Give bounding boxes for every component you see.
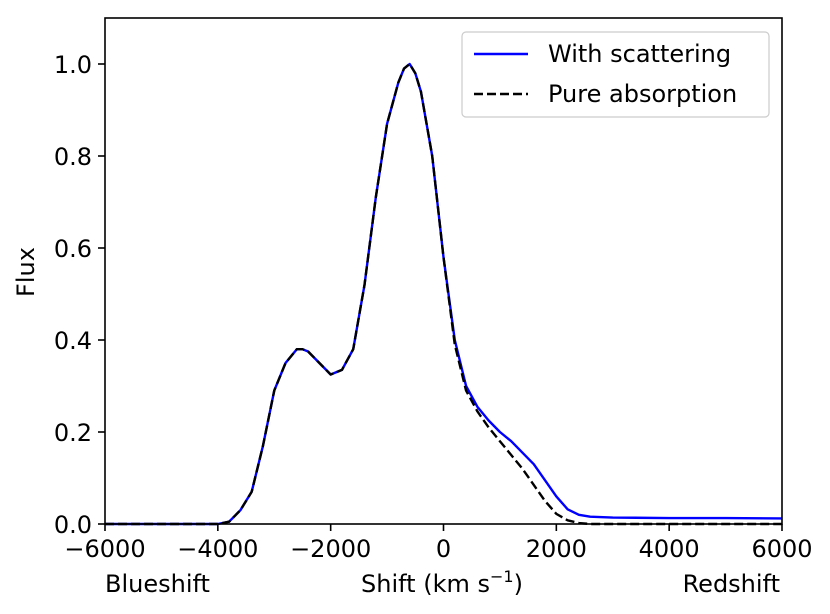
- legend-label-pure-absorption: Pure absorption: [548, 80, 737, 108]
- x-tick-label: −4000: [177, 535, 258, 563]
- x-axis-label-exponent: −1: [490, 567, 514, 586]
- y-axis: 0.0 0.2 0.4 0.6 0.8 1.0: [54, 51, 105, 539]
- y-tick-label: 0.8: [54, 143, 92, 171]
- y-tick-label: 0.0: [54, 511, 92, 539]
- x-axis-label: Shift (km s−1): [361, 567, 523, 598]
- blueshift-annotation: Blueshift: [105, 570, 210, 598]
- legend-box: [461, 31, 770, 118]
- x-axis: −6000 −4000 −2000 0 2000 4000 6000: [64, 524, 813, 563]
- x-tick-label: 4000: [639, 535, 700, 563]
- x-tick-label: −2000: [290, 535, 371, 563]
- plot-lines: [105, 62, 783, 526]
- y-tick-label: 1.0: [54, 51, 92, 79]
- redshift-annotation: Redshift: [683, 570, 780, 598]
- x-tick-label: −6000: [64, 535, 145, 563]
- x-tick-label: 6000: [751, 535, 812, 563]
- x-tick-label: 2000: [526, 535, 587, 563]
- series-line-pure-absorption: [105, 62, 782, 526]
- legend-label-with-scattering: With scattering: [548, 40, 731, 68]
- y-tick-label: 0.4: [54, 327, 92, 355]
- series-line-with-scattering: [105, 62, 783, 526]
- x-axis-label-close: ): [514, 570, 523, 598]
- legend: With scattering Pure absorption: [461, 31, 770, 118]
- y-axis-label: Flux: [12, 247, 40, 297]
- x-tick-label: 0: [436, 535, 451, 563]
- y-tick-label: 0.2: [54, 419, 92, 447]
- x-axis-label-text: Shift (km s: [361, 570, 490, 598]
- y-tick-label: 0.6: [54, 235, 92, 263]
